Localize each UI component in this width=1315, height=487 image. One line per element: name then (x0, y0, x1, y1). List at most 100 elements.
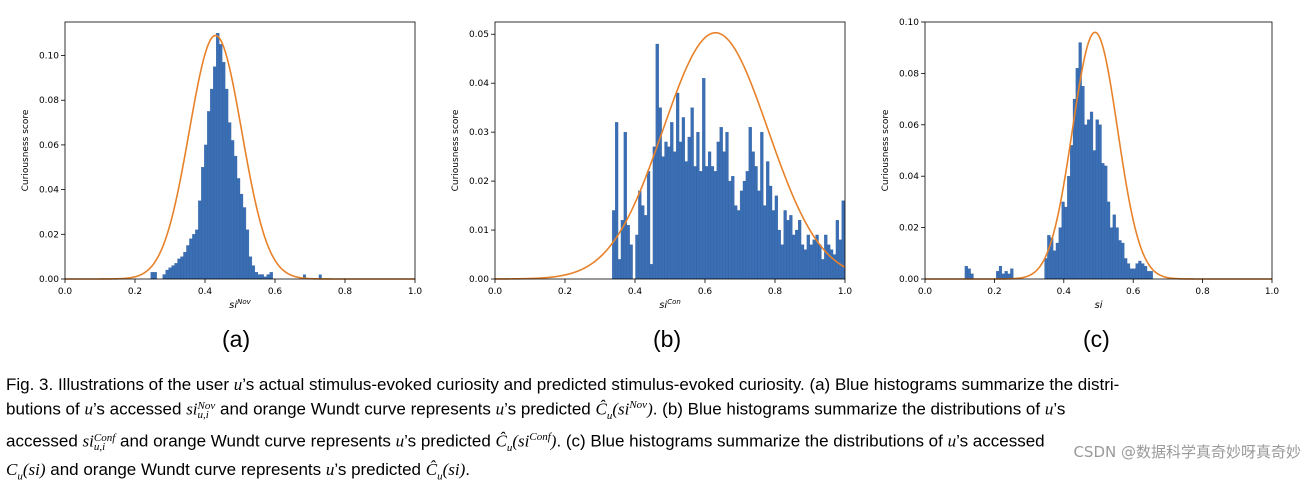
y-tick-label: 0.00 (39, 275, 59, 285)
x-tick-label: 0.8 (768, 287, 783, 297)
y-tick-label: 0.05 (469, 30, 489, 40)
histogram-bar (678, 141, 683, 280)
x-tick-label: 0.4 (628, 287, 643, 297)
histogram-bar (739, 190, 744, 280)
caption-math: si (82, 431, 94, 451)
caption-text: and orange Wundt curve represents (215, 399, 496, 419)
histogram-bar (251, 265, 256, 280)
histogram-bar (705, 166, 709, 280)
axes-frame (924, 21, 1273, 280)
histogram-bar (829, 249, 834, 280)
x-tick-label: 0.4 (1057, 287, 1072, 297)
histogram-bar (162, 274, 166, 280)
histogram-bar (827, 244, 831, 280)
histogram-bar (809, 244, 813, 280)
histogram-bar (216, 33, 220, 280)
histogram-bar (1138, 260, 1142, 280)
axes-frame (64, 21, 416, 280)
histogram-bar (219, 44, 223, 280)
caption-text: ’s accessed (92, 399, 187, 419)
caption-text: ’s predicted (334, 460, 426, 480)
histogram-bar (713, 171, 717, 280)
x-tick-label: 0.0 (918, 287, 933, 297)
chart-panel-c: 0.0 0.2 0.4 0.6 0.8 1.0 0.00 0.02 0.04 0.06 0.08 0.… (881, 18, 1279, 311)
x-tick-label: 1.0 (838, 287, 853, 297)
histogram-bar (806, 234, 810, 280)
caption-math: (si) (22, 460, 46, 480)
watermark: CSDN @数据科学真奇妙呀真奇妙 (1073, 443, 1301, 461)
histogram-bar (996, 271, 1000, 280)
histogram-bar (239, 193, 244, 280)
histogram-bar (224, 88, 229, 280)
histogram-bar (1104, 165, 1108, 280)
histogram-bar (615, 122, 619, 280)
histogram-bar (1084, 124, 1088, 280)
panel-label-b: (b) (653, 326, 682, 352)
histogram-bar (269, 272, 273, 280)
x-tick-label: 0.8 (1195, 287, 1210, 297)
x-axis-label-base: si (1095, 300, 1103, 311)
histogram-bar (210, 88, 214, 280)
caption-line-1: Fig. 3. Illustrations of the user u’s ac… (6, 374, 1308, 395)
histogram-bar (186, 245, 190, 280)
histogram-bar (783, 210, 787, 280)
caption-text: ’s actual stimulus-evoked curiosity and … (242, 375, 1120, 394)
histogram-bar (266, 274, 270, 280)
histogram-bar (1081, 86, 1085, 280)
y-tick-label: 0.02 (469, 177, 489, 187)
histogram-bar (751, 151, 755, 280)
histogram-bar (1089, 111, 1094, 280)
histogram-bar (230, 140, 235, 280)
histogram-bar (204, 144, 208, 280)
x-axis-label: siCon (659, 298, 681, 311)
histogram-bar (626, 225, 630, 280)
histogram-bar (737, 210, 741, 280)
histogram-bar (1129, 268, 1133, 280)
histogram-bar (177, 258, 181, 280)
histogram-bar (967, 268, 971, 280)
histogram-bar (786, 220, 790, 280)
histogram-bar (649, 264, 654, 280)
histogram-bar (1004, 271, 1008, 280)
histogram-bar (798, 220, 802, 280)
histogram-bar (1044, 258, 1048, 280)
figure-caption: Fig. 3. Illustrations of the user u’s ac… (6, 374, 1308, 487)
histogram-bar (725, 131, 729, 280)
histogram-bar (702, 78, 706, 280)
histogram-bar (676, 92, 680, 280)
caption-text: and orange Wundt curve represents (115, 431, 396, 451)
histogram-bar (1124, 258, 1128, 280)
histogram-bar (795, 229, 799, 280)
histogram-bar (612, 210, 616, 280)
x-axis-label-base: si (229, 300, 237, 311)
caption-math-sub: u,i (197, 408, 209, 421)
histogram-bar (667, 146, 671, 280)
histogram-bar (757, 190, 761, 280)
histogram-bar (835, 220, 839, 280)
caption-text: butions of (6, 399, 85, 419)
x-axis-label: si (1095, 300, 1103, 311)
histogram-bar (792, 234, 796, 280)
caption-text: ’s accessed (956, 431, 1045, 451)
histogram-bar (260, 274, 264, 280)
histogram-bar (693, 166, 697, 280)
histogram-bar (635, 234, 639, 280)
caption-math: (si) (442, 460, 466, 480)
histogram-bar (716, 141, 720, 280)
y-tick-label: 0.10 (899, 18, 919, 28)
histogram-bar (745, 171, 749, 280)
histogram-bar (774, 195, 778, 280)
x-tick-label: 0.0 (488, 287, 503, 297)
histogram-bar (803, 249, 808, 280)
histogram-bar (731, 176, 735, 280)
caption-math: si (186, 399, 198, 419)
histogram-bar (1115, 227, 1119, 280)
caption-text: accessed (6, 431, 83, 451)
histogram-bar (221, 62, 226, 280)
histogram-bar (818, 244, 822, 280)
y-tick-label: 0.00 (899, 275, 919, 285)
histogram-bar (768, 185, 773, 280)
caption-text: ’s (1053, 399, 1066, 419)
histogram-bar (153, 272, 157, 280)
caption-math: u (395, 431, 405, 451)
